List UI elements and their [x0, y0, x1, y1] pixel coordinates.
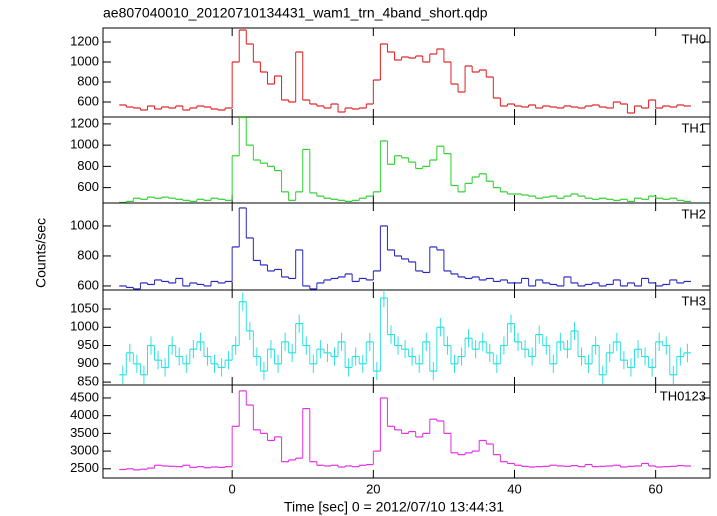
panel-frame: [102, 289, 711, 386]
x-tick-label: 0: [229, 481, 236, 496]
x-tick-label: 20: [366, 481, 380, 496]
panel-frame: [102, 116, 711, 204]
panel-label: TH0: [681, 31, 706, 46]
y-tick-label: 1000: [70, 137, 99, 152]
x-tick-label: 60: [648, 481, 662, 496]
panel-label: TH3: [681, 293, 706, 308]
y-tick-label: 600: [77, 93, 99, 108]
y-tick-label: 1200: [70, 115, 99, 130]
y-tick-label: 850: [77, 374, 99, 389]
y-tick-label: 3000: [70, 443, 99, 458]
y-axis-label: Counts/sec: [33, 218, 49, 288]
y-tick-label: 3500: [70, 425, 99, 440]
y-tick-label: 4500: [70, 389, 99, 404]
y-tick-label: 1000: [70, 319, 99, 334]
y-tick-label: 2500: [70, 460, 99, 475]
panel-frame: [102, 27, 711, 118]
y-tick-label: 800: [77, 158, 99, 173]
x-axis-label: Time [sec] 0 = 2012/07/10 13:44:31: [284, 499, 504, 515]
y-tick-label: 800: [77, 73, 99, 88]
panel-label: TH2: [681, 206, 706, 221]
y-tick-label: 900: [77, 355, 99, 370]
y-tick-label: 600: [77, 277, 99, 292]
x-tick-label: 40: [507, 481, 521, 496]
chart-title: ae807040010_20120710134431_wam1_trn_4ban…: [103, 5, 488, 21]
y-tick-label: 800: [77, 247, 99, 262]
y-tick-label: 1200: [70, 33, 99, 48]
y-tick-label: 1050: [70, 300, 99, 315]
panel-label: TH1: [681, 120, 706, 135]
panel-label: TH0123: [660, 388, 706, 403]
y-tick-label: 600: [77, 179, 99, 194]
y-tick-label: 1000: [70, 53, 99, 68]
y-tick-label: 1000: [70, 217, 99, 232]
y-tick-label: 4000: [70, 407, 99, 422]
panel-frame: [102, 202, 711, 291]
panel-frame: [102, 384, 711, 479]
y-tick-label: 950: [77, 337, 99, 352]
